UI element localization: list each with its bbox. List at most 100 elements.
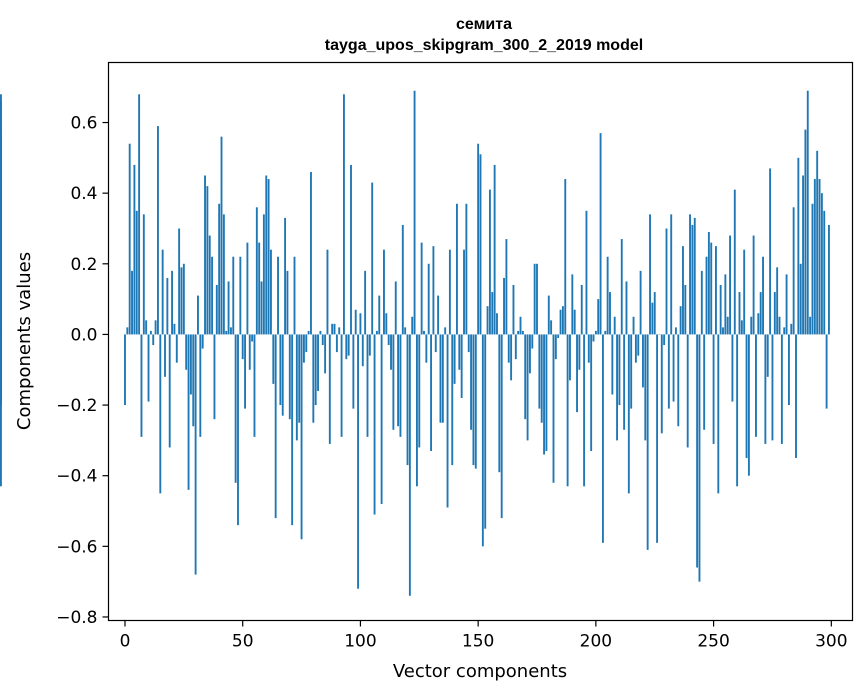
bar [804,129,807,335]
bar [533,263,536,335]
bar [385,313,388,335]
bar [291,334,294,526]
bar [375,330,378,335]
bar [686,334,689,448]
y-tick-label: 0.6 [70,114,97,134]
bar [738,292,741,335]
bar [597,299,600,335]
bar [397,334,400,427]
bar [164,334,166,377]
bar [350,164,352,335]
bar [477,143,480,335]
bar [324,334,327,374]
bar [481,334,484,547]
bars-group [0,90,830,596]
bar [759,292,762,335]
bar [820,193,823,335]
x-axis-ticks: 0 50 100 150 200 250 300 [120,620,848,652]
bar [649,214,651,335]
bar [284,217,287,335]
bar [380,334,383,504]
bar [392,334,395,430]
bar [171,270,174,335]
bar [566,334,569,487]
bar [693,217,696,335]
bar [592,334,595,342]
bar [390,334,392,370]
bar [244,334,246,409]
bar [783,327,786,335]
bar [769,168,772,335]
bar [237,334,239,526]
bar [712,334,715,444]
bar [554,334,557,360]
y-tick-label: 0.0 [70,325,97,345]
bar [404,327,407,335]
bar [147,334,150,402]
bar [357,334,360,589]
bar [519,316,522,335]
bar [423,330,425,335]
bar [331,323,334,335]
bar [373,334,376,515]
bar [430,334,432,451]
bar [347,334,350,356]
bar [326,249,329,335]
bar [689,214,691,335]
bar [637,334,640,356]
x-axis-label: Vector components [393,661,567,682]
bar [229,327,232,335]
bar [743,249,746,335]
bar [265,175,268,335]
bar [145,320,148,335]
bar [691,224,694,335]
y-tick-label: 0.2 [70,255,97,275]
bar [460,334,463,399]
bar [764,334,767,444]
bar [378,295,381,335]
bar [472,334,475,466]
bar [411,316,414,335]
bar [0,334,2,487]
bar [785,274,788,335]
bar [700,270,703,335]
bar [361,334,364,367]
bar [507,334,510,363]
bar [561,306,564,335]
bar [696,334,699,568]
bar [187,334,190,490]
bar [474,334,477,469]
bar [639,270,642,335]
bar [500,334,503,519]
bar [580,284,583,335]
bar [491,292,494,335]
bar [813,179,816,335]
bar [510,334,513,381]
bar [364,270,367,335]
bar [599,133,602,335]
y-axis-label: Components values [14,252,35,430]
bar [618,334,621,406]
bar [295,334,298,441]
bar [166,277,169,335]
bar [185,334,188,370]
bar [698,334,701,582]
bar [206,186,209,335]
bar [726,316,729,335]
bar [352,334,355,409]
bar [776,267,779,335]
bar [333,323,336,335]
bar [154,320,157,335]
bar [399,334,402,437]
bar [159,334,162,494]
bar [731,334,734,402]
bar [740,320,743,335]
y-tick-label: 0.4 [70,184,97,204]
bar [213,334,216,420]
bar [340,334,343,437]
bar [394,281,397,335]
bar [517,330,520,335]
bar [194,334,197,575]
bar [722,327,724,335]
